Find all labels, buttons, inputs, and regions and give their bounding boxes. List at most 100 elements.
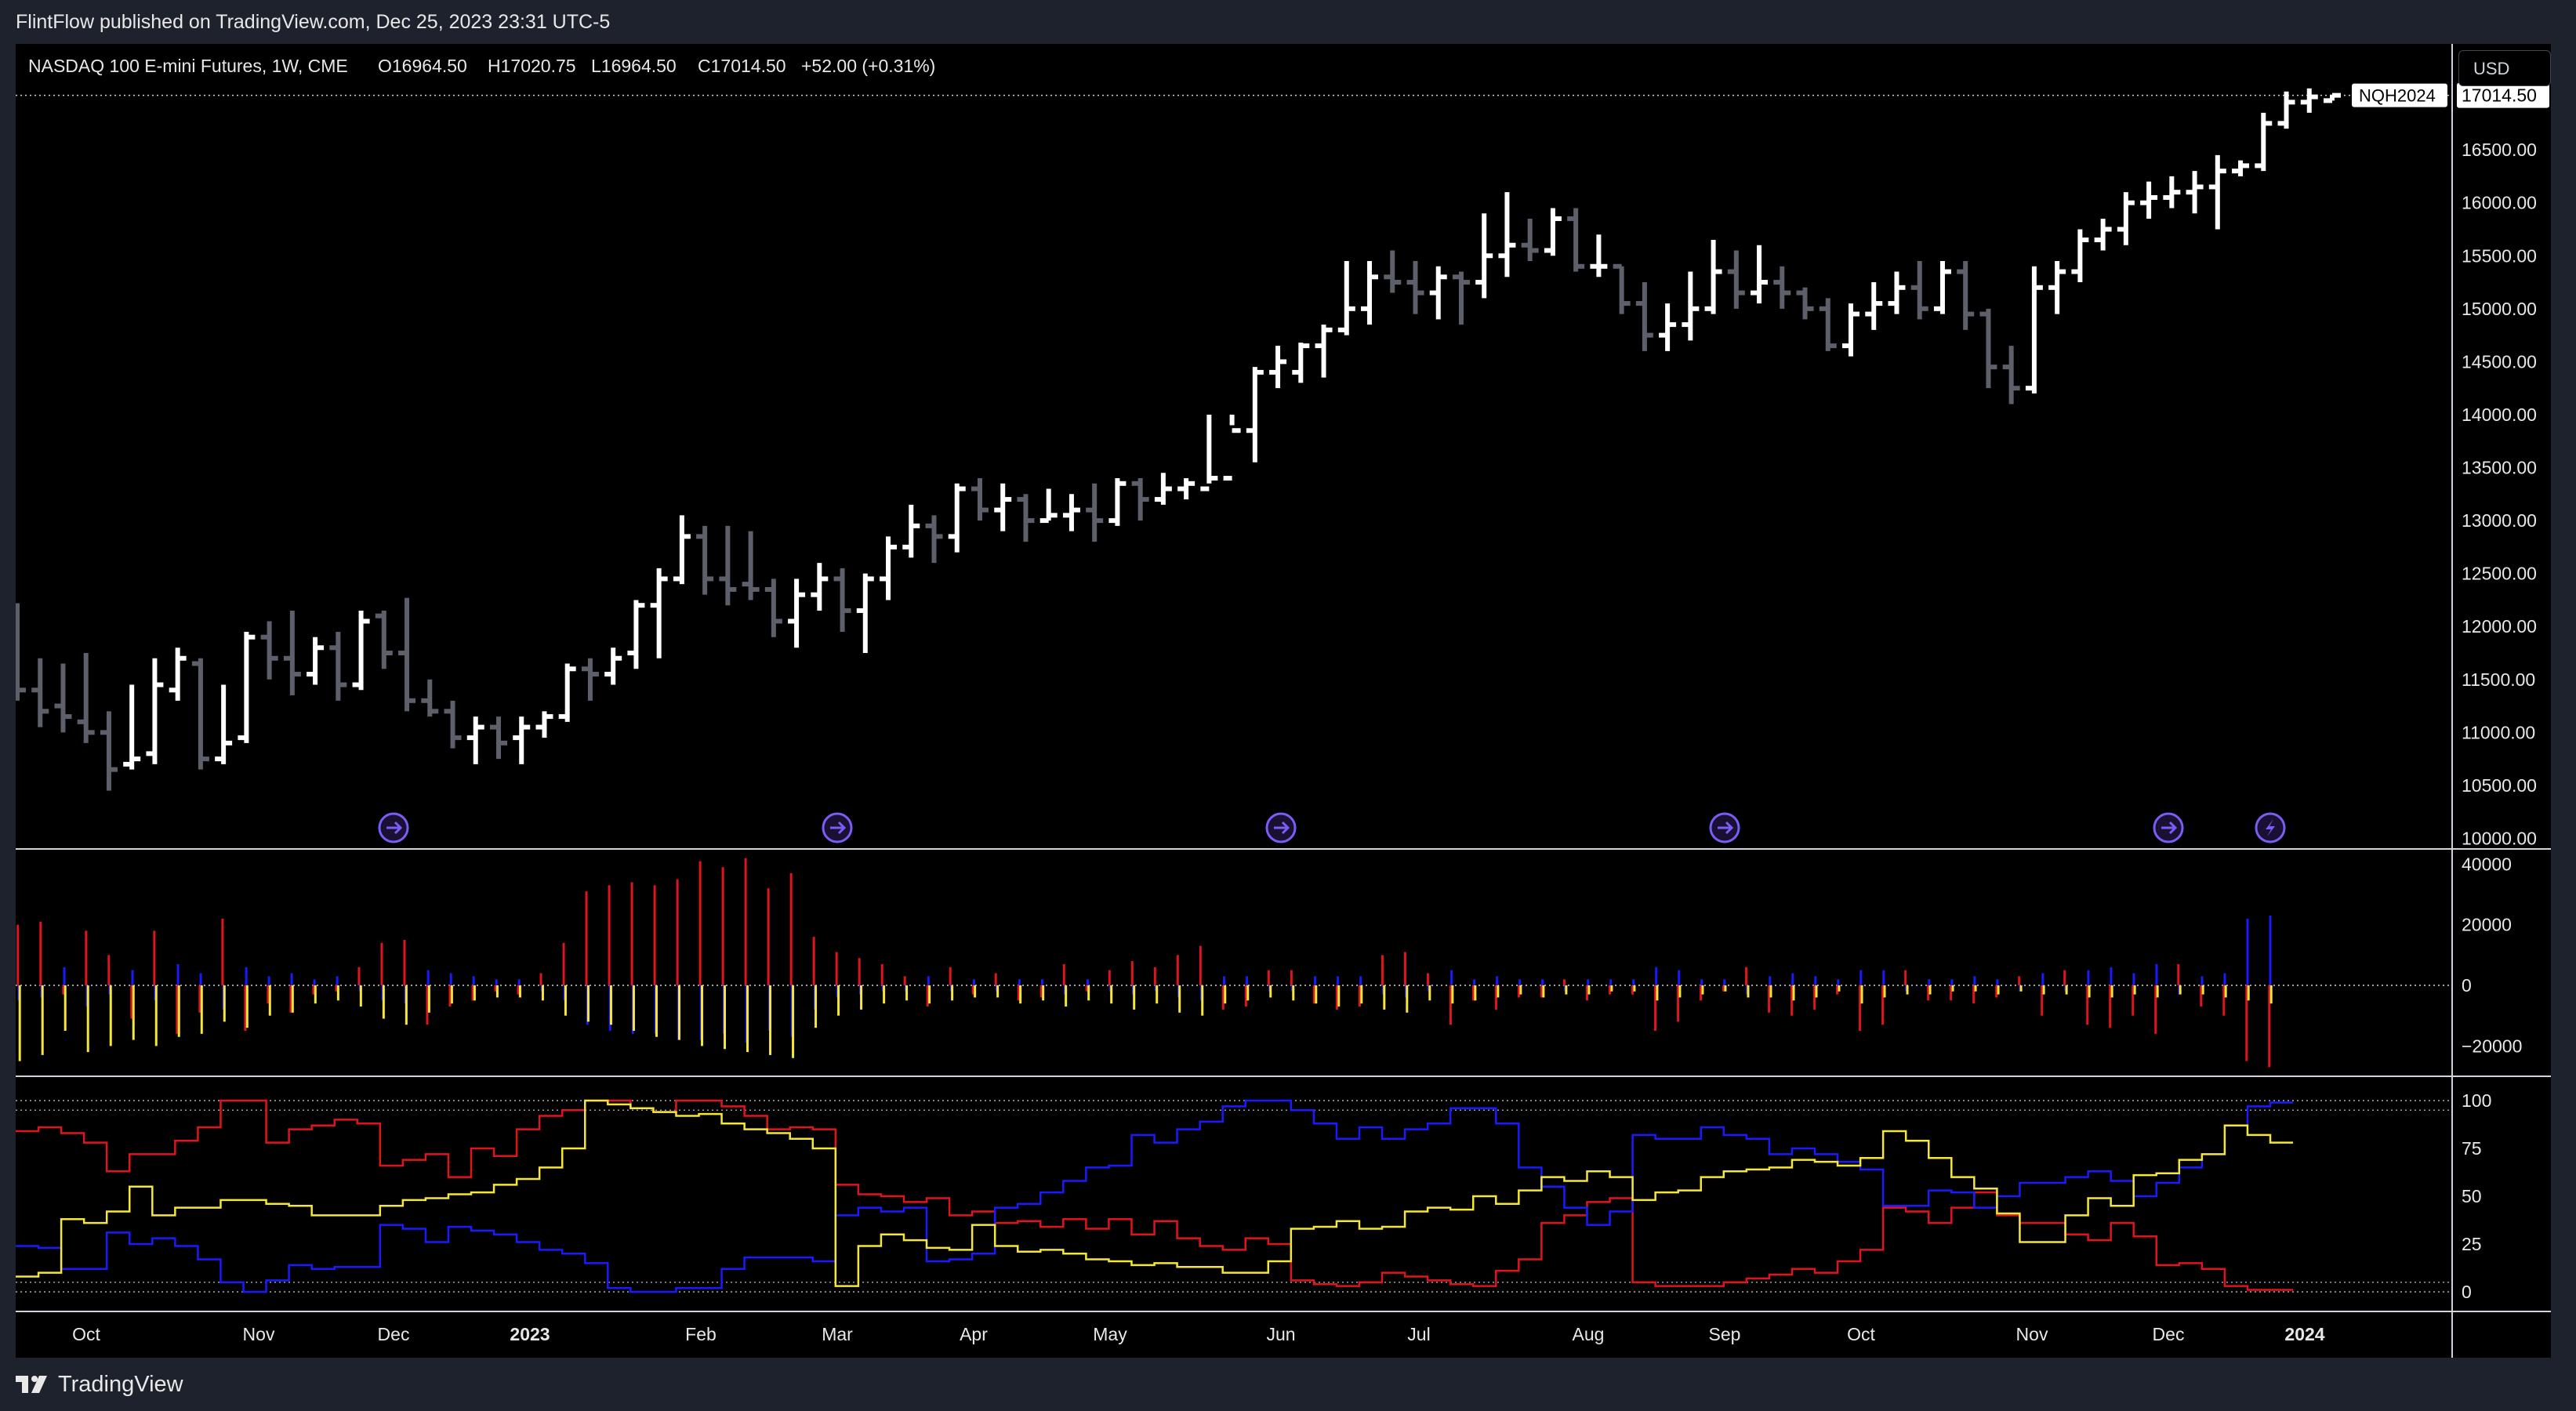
price-tick-label: 14000.00 (2462, 404, 2537, 425)
time-tick-label: May (1093, 1324, 1127, 1344)
tradingview-logo-icon (16, 1376, 47, 1393)
ohlc-bar (1200, 414, 1218, 491)
legend-high: H17020.75 (488, 56, 576, 76)
ohlc-bar (948, 483, 966, 553)
price-tick-label: 11000.00 (2462, 722, 2535, 742)
ohlc-bar (1315, 325, 1333, 378)
time-tick-label: Oct (72, 1324, 100, 1344)
ohlc-bar (2071, 229, 2089, 283)
price-tick-label: 12500.00 (2462, 564, 2537, 584)
time-tick-label: Aug (1573, 1324, 1605, 1344)
ohlc-bar (1635, 282, 1653, 351)
price-tick-label: 10500.00 (2462, 775, 2537, 796)
ohlc-bar (307, 637, 325, 685)
dividend-icon (1709, 812, 1740, 843)
ohlc-bar (1979, 308, 1997, 389)
ohlc-bar (2324, 92, 2341, 103)
ohlc-bar (1131, 478, 1149, 521)
ohlc-bar (1475, 213, 1493, 299)
ohlc-bar (54, 663, 72, 733)
symbol-badge: NQH2024 (2352, 83, 2447, 107)
histogram-tick-label: 0 (2462, 975, 2472, 996)
time-tick-label: Jul (1407, 1324, 1430, 1344)
dividend-icon (1265, 812, 1297, 843)
time-tick-label: Dec (378, 1324, 410, 1344)
time-tick-label: Nov (2016, 1324, 2048, 1344)
oscillator-tick-label: 50 (2462, 1186, 2482, 1206)
chart-area[interactable]: 16500.00 16000.00 15500.00 15000.00 14500.00… (16, 44, 2551, 1358)
publish-info-text: FlintFlow published on TradingView.com, … (16, 11, 611, 33)
histogram-tick-label: −20000 (2462, 1036, 2522, 1056)
ohlc-bar (2140, 181, 2158, 219)
ohlc-bar (1865, 282, 1883, 330)
ohlc-bar (283, 610, 301, 696)
symbol-badge-text: NQH2024 (2359, 86, 2436, 106)
ohlc-bar (352, 610, 370, 691)
ohlc-bar (444, 700, 462, 749)
ohlc-bar (856, 573, 874, 654)
ohlc-bar (2117, 192, 2135, 245)
ohlc-bar (788, 579, 806, 648)
ohlc-bar (1246, 367, 1264, 462)
oscillator-line (16, 1099, 2294, 1291)
oscillator-line (16, 1099, 2294, 1293)
ohlc-bar (1177, 478, 1195, 500)
price-tick-label: 11500.00 (2462, 669, 2535, 690)
histogram-series (16, 858, 2271, 1068)
price-tick-label: 15500.00 (2462, 245, 2537, 266)
ohlc-bar (215, 684, 233, 764)
ohlc-bar (1842, 303, 1860, 357)
ohlc-bar (146, 658, 164, 764)
currency-label: USD (2473, 59, 2510, 78)
ohlc-bar (627, 600, 645, 669)
histogram-tick-label: 20000 (2462, 915, 2512, 935)
price-tick-label: 13500.00 (2462, 458, 2537, 478)
time-tick-label: Apr (960, 1324, 988, 1344)
oscillator-pane (16, 1099, 2294, 1293)
ohlc-bar (1567, 208, 1585, 272)
dividend-icon (378, 812, 409, 843)
time-tick-label: Jun (1266, 1324, 1295, 1344)
histogram-series (18, 985, 2273, 1061)
ohlc-bar (1337, 261, 1355, 336)
ohlc-bar (77, 653, 95, 743)
event-markers (378, 812, 2286, 843)
ohlc-bar (2094, 218, 2112, 251)
ohlc-bar (1704, 239, 1722, 314)
ohlc-bar (1521, 218, 1539, 262)
ohlc-bar (169, 647, 187, 701)
price-tick-label: 10000.00 (2462, 828, 2537, 848)
ohlc-bar (581, 658, 599, 701)
oscillator-tick-label: 25 (2462, 1234, 2482, 1254)
ohlc-bar (1039, 488, 1058, 524)
ohlc-bar (650, 568, 668, 658)
publish-header: FlintFlow published on TradingView.com, … (0, 0, 2576, 44)
currency-button[interactable]: USD (2458, 50, 2551, 86)
legend-open: O16964.50 (378, 56, 467, 76)
time-tick-label: Feb (685, 1324, 717, 1344)
ohlc-bar (742, 531, 760, 600)
ohlc-bar (2255, 112, 2273, 172)
ohlc-bar (1773, 266, 1791, 309)
ohlc-bar (1223, 414, 1241, 481)
legend-low: L16964.50 (591, 56, 677, 76)
ohlc-bar (1613, 263, 1631, 314)
oscillator-tick-label: 75 (2462, 1138, 2482, 1159)
time-tick-label: 2023 (510, 1324, 550, 1344)
price-tick-label: 16000.00 (2462, 193, 2537, 213)
ohlc-bar (489, 716, 507, 760)
ohlc-bar (1017, 494, 1035, 542)
price-bars (16, 88, 2341, 791)
tradingview-brand[interactable]: TradingView (16, 1370, 183, 1398)
ohlc-bar (994, 483, 1012, 531)
ohlc-bar (535, 711, 553, 738)
ohlc-bar (329, 631, 347, 701)
legend-symbol: NASDAQ 100 E-mini Futures, 1W, CME (28, 56, 348, 76)
ohlc-bar (971, 478, 989, 521)
ohlc-bar (1429, 266, 1447, 320)
ohlc-bar (1269, 346, 1287, 389)
ohlc-bar (1544, 208, 1562, 256)
ohlc-bar (2163, 176, 2181, 209)
ohlc-bar (1292, 343, 1310, 383)
price-tick-label: 14500.00 (2462, 351, 2537, 372)
